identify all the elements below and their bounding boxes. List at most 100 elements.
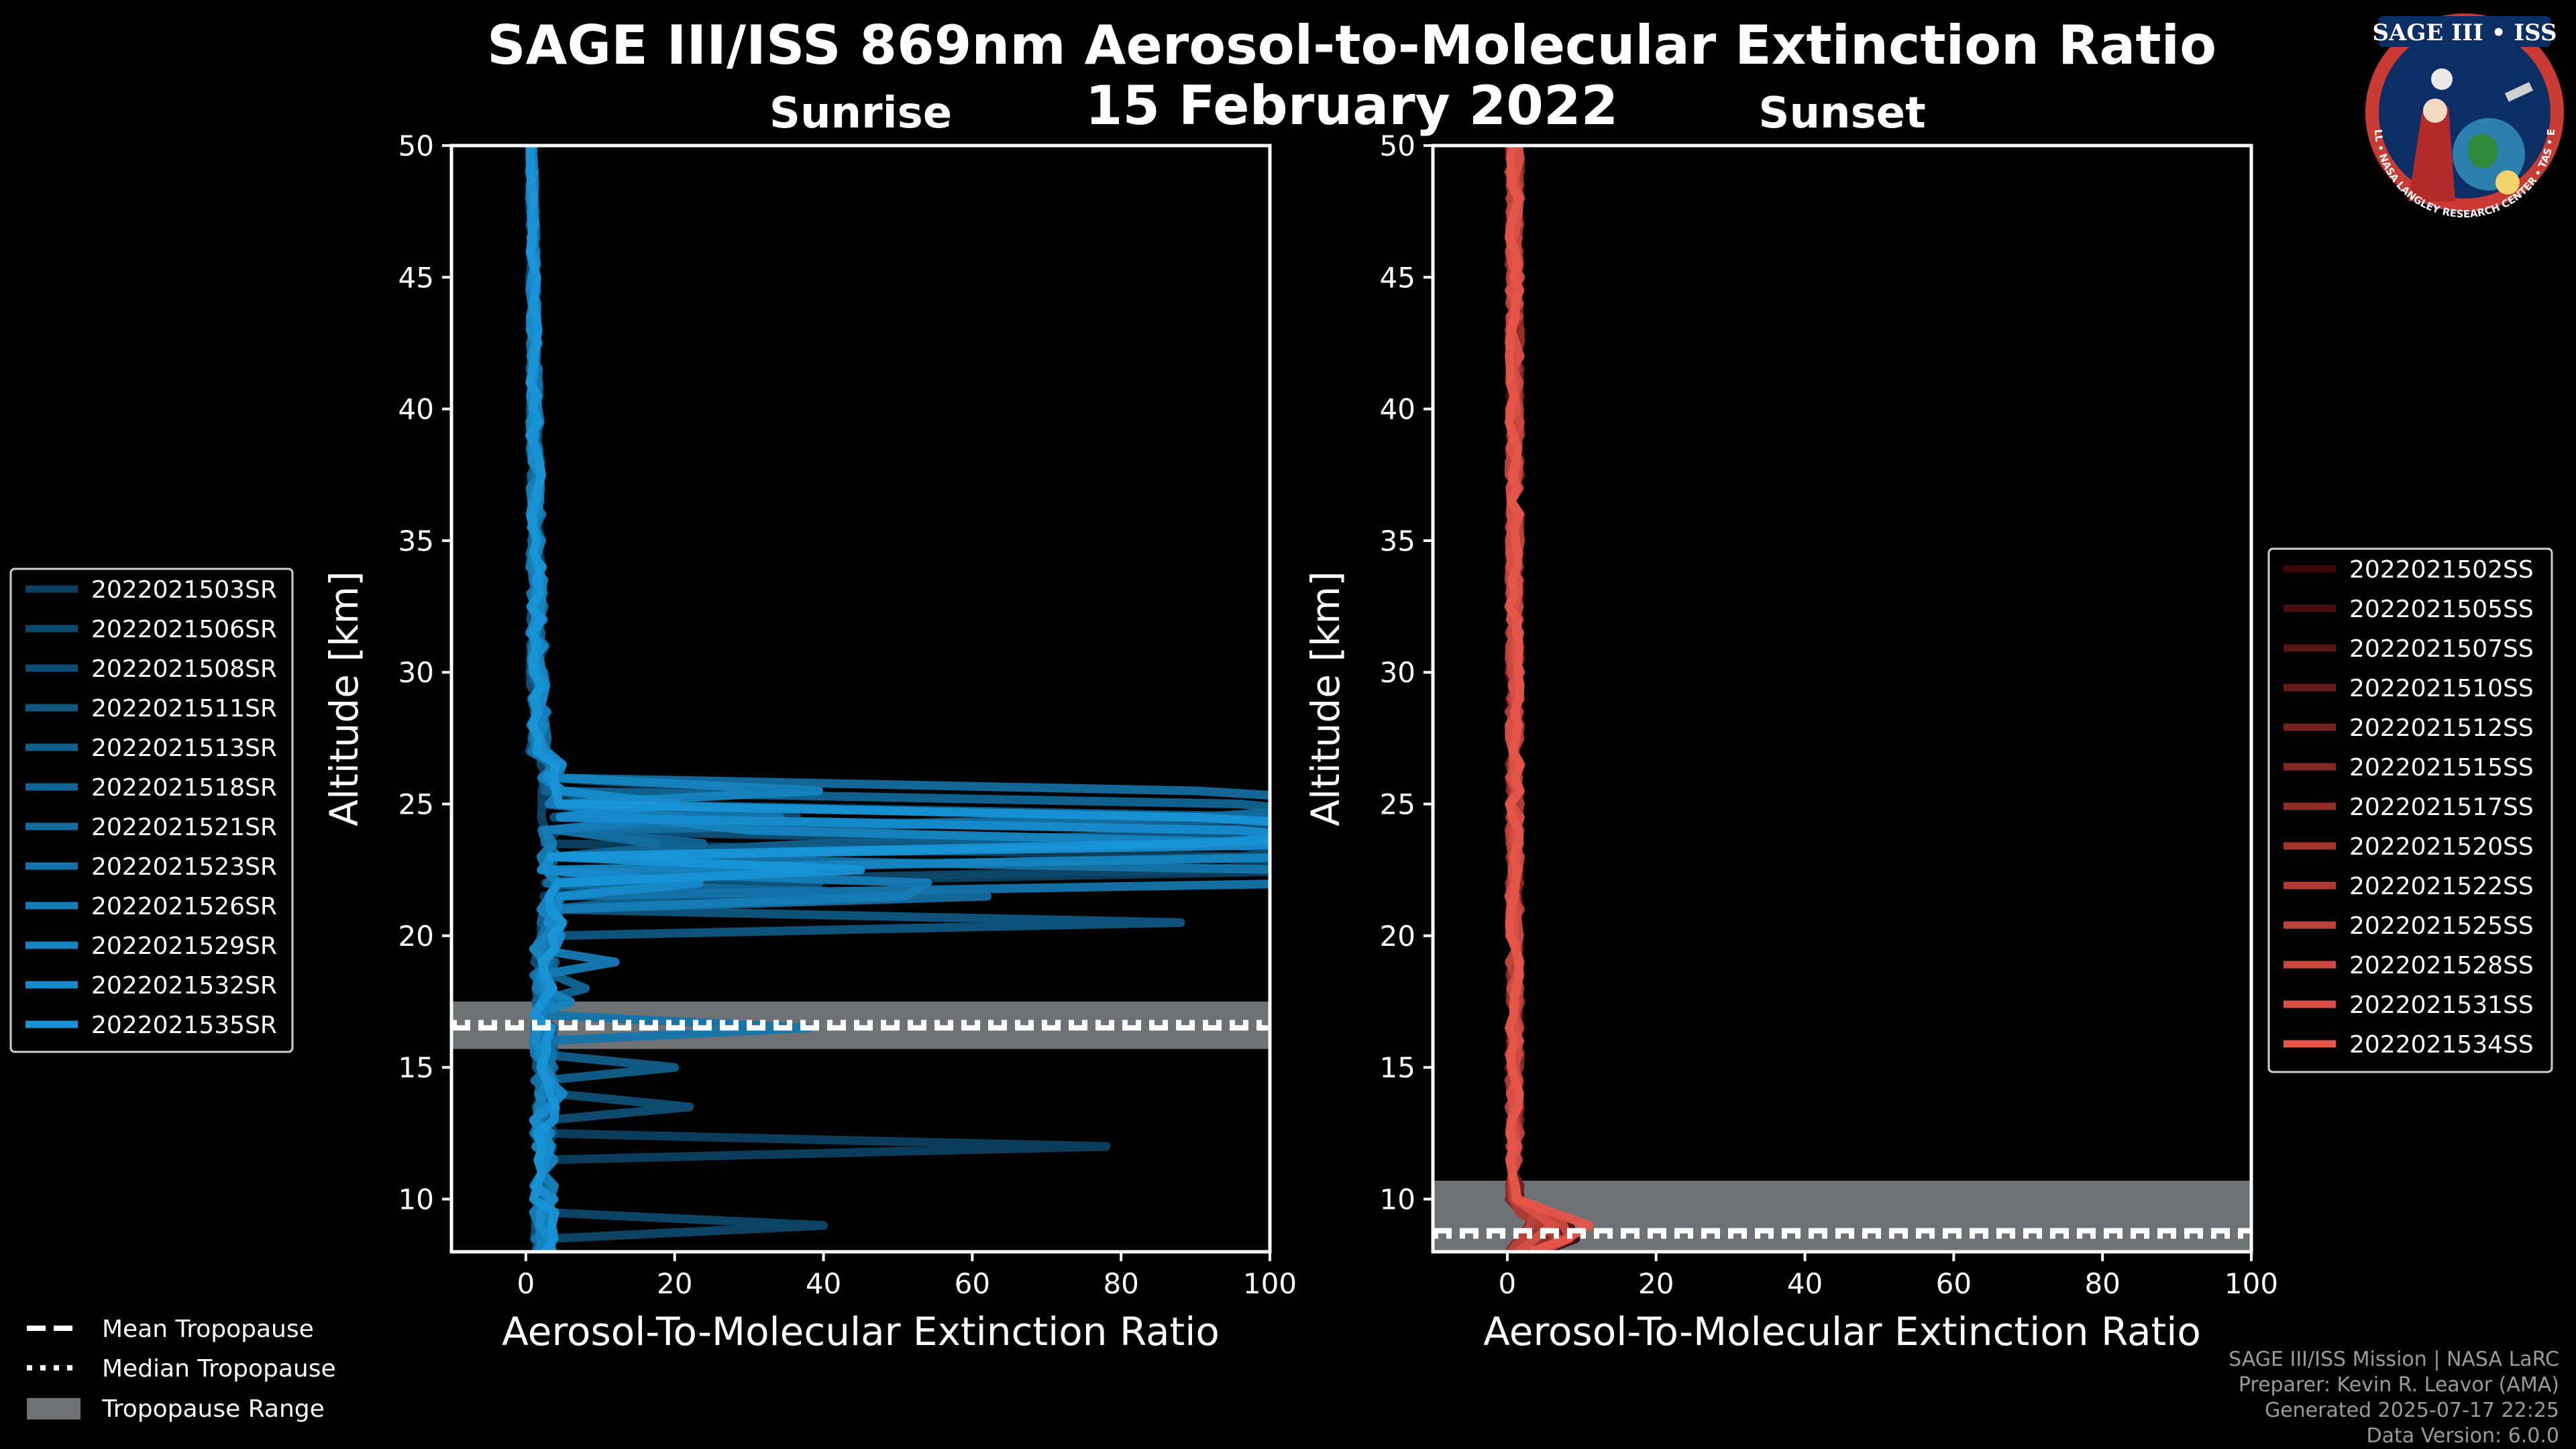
logo-title: SAGE III • ISS: [2372, 19, 2557, 46]
legend-label-2022021526SR: 2022021526SR: [91, 893, 277, 920]
credit-preparer: Preparer: Kevin R. Leavor (AMA): [2239, 1373, 2559, 1397]
legend-label-2022021512SS: 2022021512SS: [2349, 714, 2534, 742]
y-tick-label: 45: [1380, 261, 1415, 294]
logo-moon: [2431, 68, 2453, 90]
legend-label-2022021518SR: 2022021518SR: [91, 774, 277, 802]
credit-data-version: Data Version: 6.0.0: [2367, 1424, 2559, 1448]
series-line-2022021518SR: [525, 146, 1270, 1252]
x-tick-label: 0: [1499, 1267, 1517, 1300]
sunset-legend: 2022021502SS 2022021505SS 2022021507SS 2022…: [2267, 547, 2553, 1073]
legend-label-2022021510SS: 2022021510SS: [2349, 675, 2534, 702]
panel-title: Sunrise: [769, 89, 952, 138]
y-tick-label: 10: [398, 1183, 434, 1216]
y-tick-label: 25: [398, 788, 434, 821]
x-tick-label: 60: [955, 1267, 990, 1300]
y-tick-label: 50: [398, 129, 434, 162]
legend-label-2022021525SS: 2022021525SS: [2349, 912, 2534, 940]
y-tick-label: 10: [1380, 1183, 1415, 1216]
legend-label-2022021506SR: 2022021506SR: [91, 616, 277, 643]
logo-sun: [2496, 170, 2520, 195]
series-line-2022021532SR: [525, 146, 1270, 1252]
y-tick-label: 20: [398, 920, 434, 953]
legend-label-2022021521SR: 2022021521SR: [91, 814, 277, 841]
legend-label-2022021502SS: 2022021502SS: [2349, 556, 2534, 584]
series-line-2022021506SR: [525, 146, 1270, 1252]
x-tick-label: 80: [2084, 1267, 2120, 1300]
series-line-2022021511SR: [525, 146, 1270, 1252]
y-tick-label: 35: [1380, 525, 1415, 557]
legend-label-2022021535SR: 2022021535SR: [91, 1012, 277, 1039]
series-line-2022021535SR: [525, 146, 1270, 1252]
y-tick-label: 40: [398, 393, 434, 426]
logo-iss: [2504, 82, 2534, 102]
plot-frame: [1431, 144, 2253, 1254]
tropopause-range-swatch: [27, 1398, 80, 1419]
x-tick-label: 0: [517, 1267, 535, 1300]
y-tick-label: 20: [1380, 920, 1415, 953]
x-tick-label: 60: [1936, 1267, 1972, 1300]
legend-label-2022021503SR: 2022021503SR: [91, 576, 277, 604]
legend-label-2022021520SS: 2022021520SS: [2349, 833, 2534, 861]
x-tick-label: 100: [1243, 1267, 1297, 1300]
plot-frame: [449, 144, 1272, 1254]
logo-continent: [2469, 134, 2498, 168]
tropopause-legend: Mean Tropopause Median Tropopause Tropop…: [27, 1316, 336, 1423]
series-line-2022021523SR: [526, 146, 1270, 1252]
series-line-2022021529SR: [525, 146, 1270, 1252]
series-line-2022021526SR: [525, 146, 932, 1252]
y-tick-label: 35: [398, 525, 434, 557]
figure-title: SAGE III/ISS 869nm Aerosol-to-Molecular …: [487, 14, 2216, 76]
y-tick-label: 30: [1380, 656, 1415, 689]
series-line-2022021508SR: [525, 146, 1270, 1252]
series-line-2022021513SR: [525, 146, 1270, 1252]
logo-figure: [2408, 102, 2455, 201]
legend-label-2022021513SR: 2022021513SR: [91, 735, 277, 762]
y-axis-label: Altitude [km]: [321, 571, 367, 826]
y-tick-label: 45: [398, 261, 434, 294]
x-tick-label: 100: [2224, 1267, 2278, 1300]
sunrise-panel: 0 20 40 60 80 100 10 15 20 25 30 35 40 45 50 Aerosol-To…: [321, 89, 1297, 1354]
tropopause-range-label: Tropopause Range: [101, 1395, 325, 1423]
median-tropopause-label: Median Tropopause: [102, 1355, 336, 1383]
x-tick-label: 20: [1638, 1267, 1674, 1300]
legend-label-2022021507SS: 2022021507SS: [2349, 635, 2534, 663]
series-line-2022021503SR: [525, 146, 1270, 1252]
series-line-2022021521SR: [525, 146, 1270, 1252]
credits: SAGE III/ISS Mission | NASA LaRC Prepare…: [2229, 1348, 2559, 1448]
y-tick-label: 40: [1380, 393, 1415, 426]
y-tick-label: 30: [398, 656, 434, 689]
logo-banner: [2379, 16, 2551, 47]
sunset-panel: 0 20 40 60 80 100 10 15 20 25 30 35 40 45 50 Aerosol-To…: [1303, 89, 2278, 1354]
x-tick-label: 40: [806, 1267, 841, 1300]
legend-label-2022021528SS: 2022021528SS: [2349, 952, 2534, 979]
legend-label-2022021511SR: 2022021511SR: [91, 695, 277, 722]
y-tick-label: 15: [1380, 1051, 1415, 1084]
series-line-2022021534SS: [1504, 146, 1594, 1252]
figure-subtitle: 15 February 2022: [1085, 74, 1619, 137]
x-axis-label: Aerosol-To-Molecular Extinction Ratio: [502, 1309, 1220, 1354]
x-tick-label: 80: [1103, 1267, 1138, 1300]
x-tick-label: 40: [1787, 1267, 1823, 1300]
legend-label-2022021523SR: 2022021523SR: [91, 853, 277, 881]
sunrise-legend: 2022021503SR 2022021506SR 2022021508SR 2022…: [9, 568, 294, 1053]
panel-title: Sunset: [1758, 89, 1925, 138]
legend-label-2022021505SS: 2022021505SS: [2349, 596, 2534, 623]
x-axis-label: Aerosol-To-Molecular Extinction Ratio: [1483, 1309, 2201, 1354]
legend-frame: [9, 568, 294, 1053]
legend-label-2022021531SS: 2022021531SS: [2349, 991, 2534, 1019]
credit-generated: Generated 2025-07-17 22:25: [2265, 1399, 2559, 1422]
logo-figure-head: [2423, 99, 2447, 123]
legend-label-2022021517SS: 2022021517SS: [2349, 794, 2534, 821]
x-tick-label: 20: [657, 1267, 692, 1300]
legend-label-2022021522SS: 2022021522SS: [2349, 873, 2534, 900]
y-tick-label: 15: [398, 1051, 434, 1084]
credit-mission: SAGE III/ISS Mission | NASA LaRC: [2229, 1348, 2559, 1371]
legend-label-2022021529SR: 2022021529SR: [91, 932, 277, 960]
y-axis-label: Altitude [km]: [1303, 571, 1348, 826]
y-tick-label: 50: [1380, 129, 1415, 162]
legend-label-2022021534SS: 2022021534SS: [2349, 1031, 2534, 1059]
legend-label-2022021515SS: 2022021515SS: [2349, 754, 2534, 782]
mean-tropopause-label: Mean Tropopause: [102, 1316, 314, 1343]
legend-label-2022021532SR: 2022021532SR: [91, 972, 277, 1000]
